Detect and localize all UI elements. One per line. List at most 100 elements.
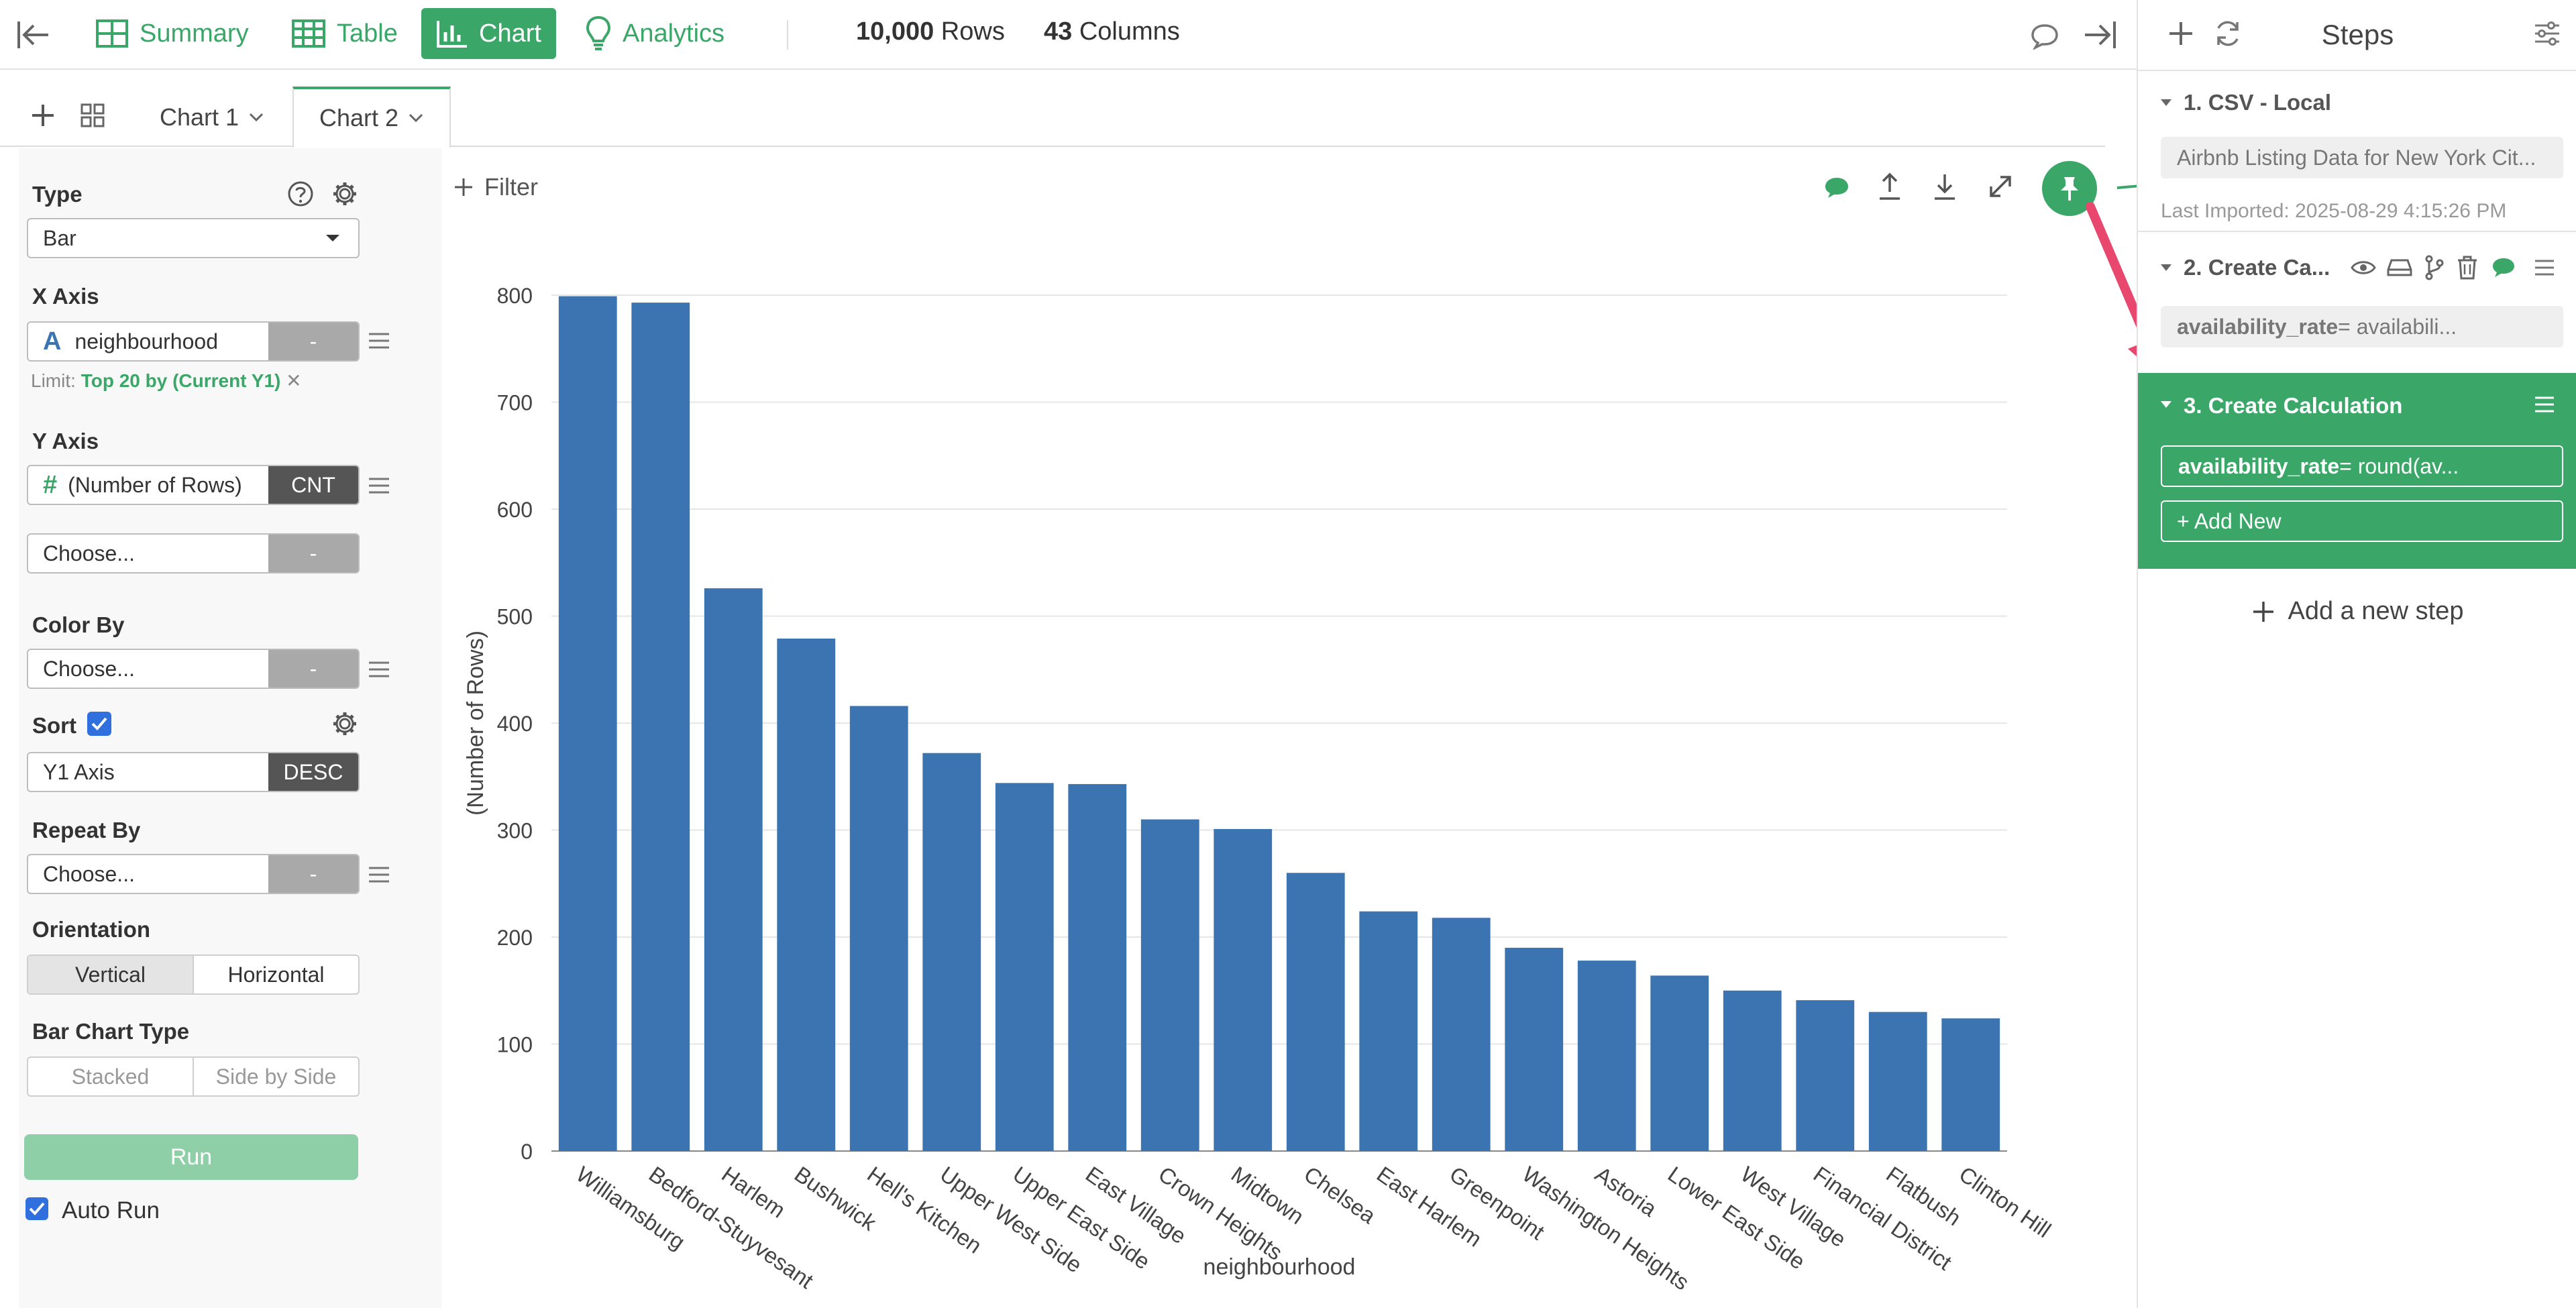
bar[interactable] (1068, 783, 1127, 1151)
orientation-vertical-button[interactable]: Vertical (28, 956, 193, 993)
sort-label: Sort (32, 713, 76, 738)
add-new-button[interactable]: + Add New (2161, 500, 2563, 542)
repeat-by-aggregation-button[interactable]: - (268, 855, 358, 893)
sort-field[interactable]: Y1 Axis DESC (27, 752, 360, 792)
nav-chart-label: Chart (479, 19, 541, 48)
limit-value[interactable]: Top 20 by (Current Y1) (80, 370, 281, 391)
tab-chart-2[interactable]: Chart 2 (292, 87, 451, 148)
step-collapse-caret-icon[interactable] (2159, 98, 2173, 107)
bar[interactable] (704, 588, 763, 1151)
hamburger-menu-icon[interactable] (368, 331, 390, 351)
add-new-step-button[interactable]: Add a new step (2138, 597, 2576, 626)
step-3-title: 3. Create Calculation (2184, 393, 2403, 418)
share-upload-icon[interactable] (1877, 172, 1902, 201)
bar[interactable] (1286, 873, 1345, 1151)
step-2[interactable]: 2. Create Ca... availability_rate = avai… (2138, 232, 2576, 373)
nav-chart[interactable]: Chart (421, 8, 556, 59)
run-button[interactable]: Run (24, 1134, 358, 1180)
bar[interactable] (1868, 1012, 1927, 1151)
add-new-step-label: Add a new step (2288, 597, 2464, 625)
download-icon[interactable] (1932, 172, 1957, 201)
chart-type-select[interactable]: Bar (27, 218, 360, 258)
cache-drive-icon[interactable] (2386, 258, 2413, 278)
bar[interactable] (922, 753, 981, 1151)
x-tick-label: Chelsea (1299, 1161, 1381, 1228)
bar[interactable] (1577, 961, 1636, 1151)
nav-table[interactable]: Table (276, 8, 413, 59)
step-2-menu-icon[interactable] (2534, 258, 2555, 278)
fullscreen-icon[interactable] (1987, 173, 2014, 200)
x-axis-aggregation-button[interactable]: - (268, 323, 358, 360)
tab-chart-1[interactable]: Chart 1 (134, 87, 290, 148)
nav-summary[interactable]: Summary (80, 8, 264, 59)
gear-icon[interactable] (331, 180, 358, 207)
x-axis-label: X Axis (32, 284, 99, 309)
orientation-horizontal-button[interactable]: Horizontal (193, 956, 358, 993)
repeat-by-label: Repeat By (32, 818, 141, 842)
chart-comment-icon[interactable] (1823, 176, 1850, 200)
bar[interactable] (1941, 1018, 2000, 1151)
y-axis-2-aggregation-button[interactable]: - (268, 535, 358, 572)
color-by-value: Choose... (43, 656, 135, 681)
branch-icon[interactable] (2424, 255, 2445, 280)
step-3[interactable]: 3. Create Calculation availability_rate … (2138, 373, 2576, 569)
collapse-left-icon[interactable] (16, 19, 51, 51)
x-tick-label: Bushwick (790, 1161, 881, 1236)
nav-analytics[interactable]: Analytics (570, 8, 739, 59)
hamburger-menu-icon[interactable] (368, 476, 390, 496)
bar[interactable] (1432, 918, 1491, 1151)
step-3-formula[interactable]: availability_rate = round(av... (2161, 445, 2563, 487)
bar[interactable] (849, 706, 908, 1151)
eye-icon[interactable] (2350, 258, 2377, 278)
color-by-aggregation-button[interactable]: - (268, 650, 358, 688)
step-1[interactable]: 1. CSV - Local Airbnb Listing Data for N… (2138, 71, 2576, 232)
y-tick-label: 800 (497, 284, 533, 308)
hamburger-menu-icon[interactable] (368, 865, 390, 885)
comment-icon[interactable] (2030, 23, 2059, 50)
bar[interactable] (631, 303, 690, 1151)
repeat-by-field[interactable]: Choose... - (27, 854, 360, 894)
tab-chart-1-label: Chart 1 (160, 103, 239, 131)
step-3-menu-icon[interactable] (2534, 394, 2555, 415)
y-axis-field[interactable]: # (Number of Rows) CNT (27, 465, 360, 505)
add-step-icon[interactable] (2167, 20, 2194, 47)
sort-order-button[interactable]: DESC (268, 753, 358, 791)
color-by-label: Color By (32, 612, 125, 637)
step-2-formula[interactable]: availability_rate = availabili... (2161, 306, 2563, 347)
chart-grid-view-icon[interactable] (79, 102, 106, 129)
y-axis-2-field[interactable]: Choose... - (27, 533, 360, 574)
bar[interactable] (1214, 828, 1273, 1151)
bar[interactable] (1650, 975, 1709, 1151)
bar[interactable] (558, 296, 617, 1152)
bar[interactable] (995, 783, 1054, 1151)
collapse-right-icon[interactable] (2082, 19, 2117, 51)
hamburger-menu-icon[interactable] (368, 659, 390, 679)
add-chart-icon[interactable] (30, 102, 56, 129)
settings-sliders-icon[interactable] (2532, 19, 2562, 48)
sort-gear-icon[interactable] (331, 710, 358, 737)
trash-icon[interactable] (2456, 255, 2479, 280)
remove-limit-icon[interactable]: ✕ (286, 370, 302, 391)
y-axis-aggregation-button[interactable]: CNT (268, 466, 358, 504)
step-collapse-caret-icon[interactable] (2159, 263, 2173, 272)
bar-type-stacked-button[interactable]: Stacked (71, 1064, 150, 1089)
bar[interactable] (1359, 911, 1418, 1151)
step-collapse-caret-icon[interactable] (2159, 400, 2173, 409)
color-by-field[interactable]: Choose... - (27, 649, 360, 689)
step-comment-icon[interactable] (2491, 256, 2516, 279)
auto-run-checkbox[interactable] (25, 1197, 48, 1220)
bar[interactable] (1505, 947, 1564, 1151)
bar[interactable] (1796, 1000, 1855, 1151)
numeric-type-icon: # (43, 470, 58, 499)
bar[interactable] (1140, 819, 1199, 1151)
bar[interactable] (1723, 990, 1782, 1151)
refresh-icon[interactable] (2213, 19, 2243, 48)
step-1-source[interactable]: Airbnb Listing Data for New York Cit... (2161, 137, 2563, 178)
filter-button[interactable]: Filter (453, 173, 538, 201)
bar-type-side-by-side-button[interactable]: Side by Side (193, 1058, 358, 1095)
bar[interactable] (777, 638, 836, 1151)
help-icon[interactable] (287, 180, 314, 207)
sort-checkbox[interactable] (87, 712, 111, 736)
top-toolbar: Summary Table Chart Analytics 10,000 Row… (0, 0, 2137, 70)
